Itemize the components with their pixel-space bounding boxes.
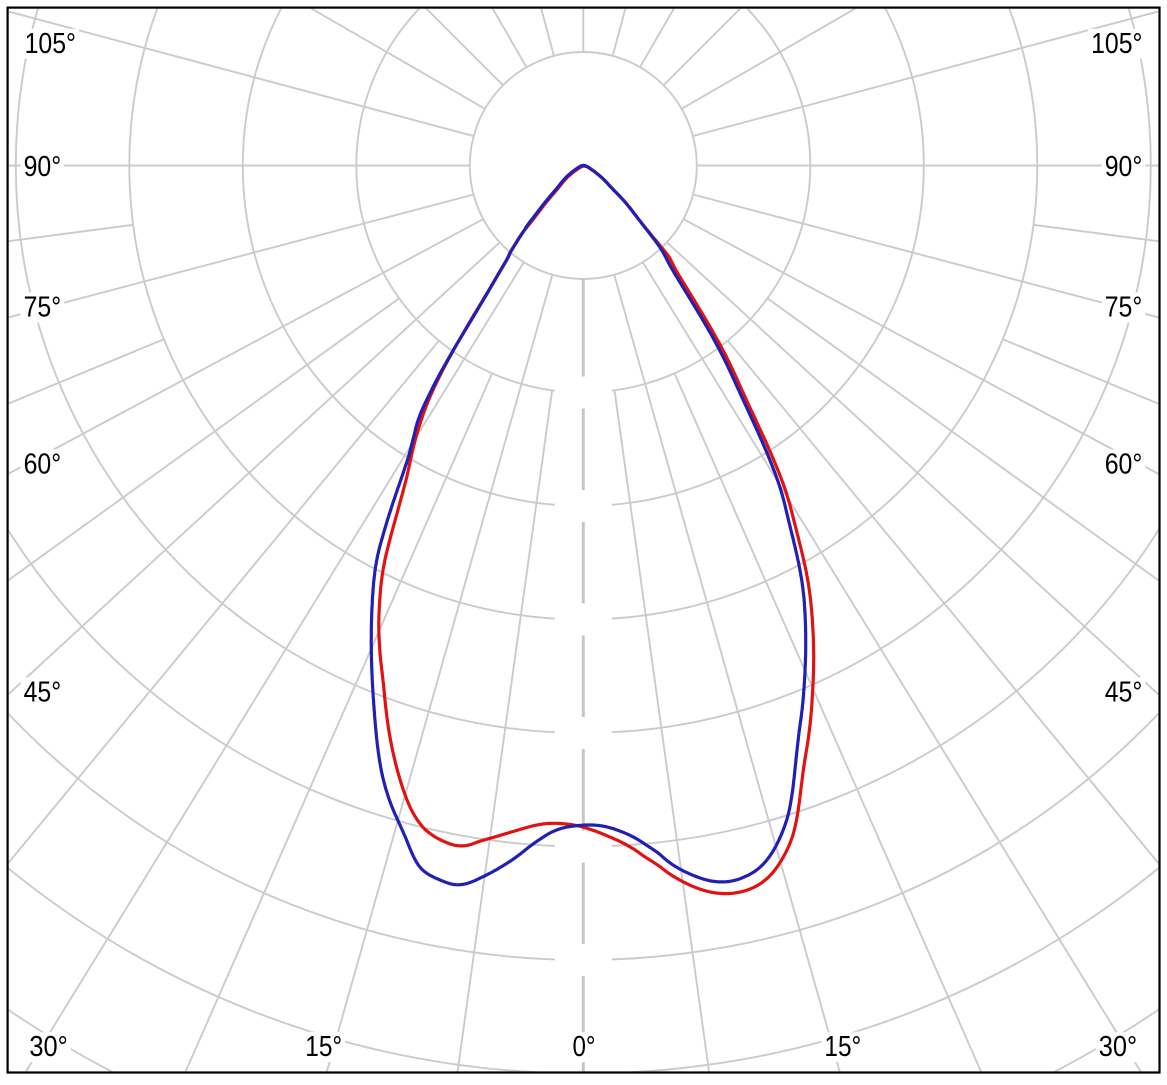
- svg-text:30°: 30°: [1099, 1031, 1137, 1063]
- svg-text:30°: 30°: [29, 1031, 67, 1063]
- svg-text:105°: 105°: [25, 28, 76, 60]
- svg-text:105°: 105°: [1091, 28, 1142, 60]
- svg-text:15°: 15°: [824, 1031, 861, 1063]
- svg-text:45°: 45°: [1105, 676, 1143, 708]
- svg-text:45°: 45°: [24, 676, 62, 708]
- svg-text:75°: 75°: [1105, 291, 1143, 323]
- svg-text:15°: 15°: [305, 1031, 342, 1063]
- svg-text:90°: 90°: [1105, 151, 1143, 183]
- svg-text:90°: 90°: [24, 151, 62, 183]
- svg-text:60°: 60°: [24, 448, 62, 480]
- svg-text:60°: 60°: [1105, 448, 1143, 480]
- svg-text:75°: 75°: [24, 291, 62, 323]
- svg-text:0°: 0°: [572, 1031, 595, 1063]
